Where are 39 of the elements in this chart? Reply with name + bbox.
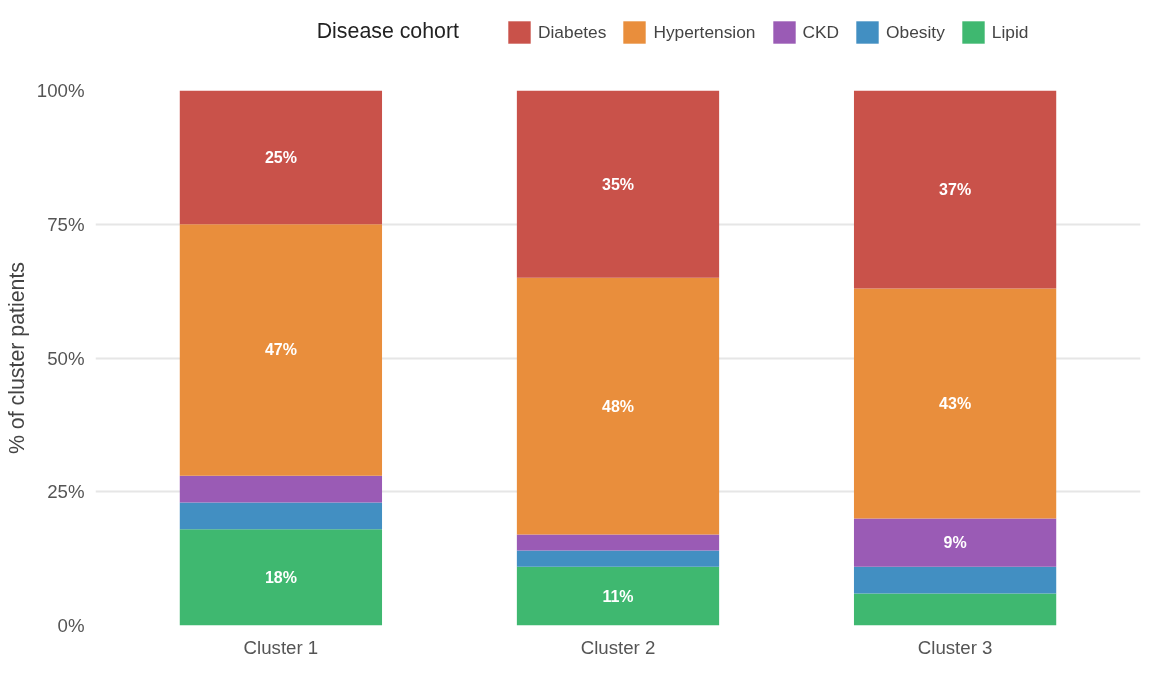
y-tick-label: 75% xyxy=(47,213,85,235)
bar xyxy=(179,502,383,530)
bar xyxy=(853,593,1057,626)
bar xyxy=(853,288,1057,519)
bar xyxy=(853,90,1057,289)
x-tick-label: Cluster 1 xyxy=(243,636,319,658)
bar xyxy=(179,475,383,503)
legend-label: Obesity xyxy=(886,21,945,43)
legend-label: Hypertension xyxy=(653,21,756,43)
x-tick-label: Cluster 3 xyxy=(917,636,993,658)
y-tick-label: 50% xyxy=(47,347,85,369)
data-label: 37% xyxy=(939,180,972,198)
bar xyxy=(516,90,720,278)
bar xyxy=(516,534,720,551)
legend-label: Lipid xyxy=(991,21,1029,43)
legend-title: Disease cohort xyxy=(316,18,460,43)
data-label: 9% xyxy=(943,534,967,552)
bar xyxy=(853,518,1057,567)
bar xyxy=(516,566,720,626)
legend-label: CKD xyxy=(802,21,840,43)
y-tick-label: 0% xyxy=(57,615,85,636)
bar xyxy=(853,566,1057,594)
data-label: 25% xyxy=(264,148,297,166)
data-label: 18% xyxy=(264,568,297,586)
data-label: 47% xyxy=(264,341,297,359)
y-tick-label: 100% xyxy=(36,80,85,101)
data-label: 11% xyxy=(602,587,634,605)
data-label: 35% xyxy=(601,175,635,193)
y-axis-title: % of cluster patients xyxy=(4,261,29,455)
legend-label: Diabetes xyxy=(538,21,607,43)
bar xyxy=(516,277,720,535)
bar xyxy=(516,550,720,567)
bar xyxy=(179,529,383,626)
bar xyxy=(179,224,383,476)
y-tick-label: 25% xyxy=(47,481,85,503)
data-label: 43% xyxy=(939,394,972,412)
bar xyxy=(179,90,383,225)
data-label: 48% xyxy=(601,397,635,415)
x-tick-label: Cluster 2 xyxy=(580,636,656,658)
